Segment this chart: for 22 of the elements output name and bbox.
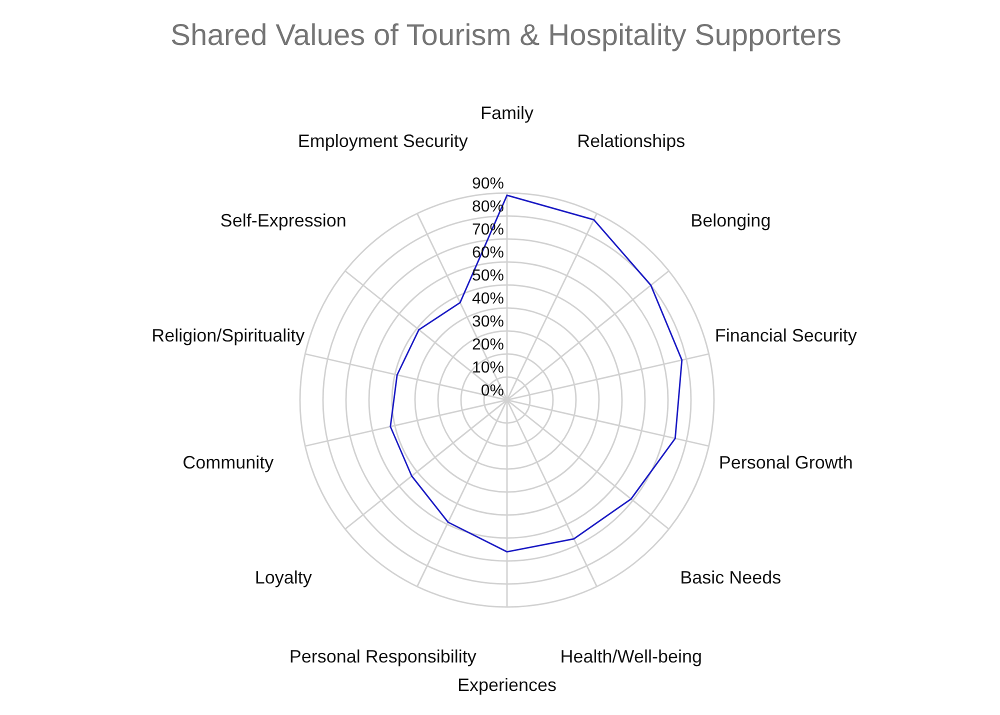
- spoke-label: Experiences: [457, 675, 557, 696]
- y-tick-label: 90%: [472, 175, 504, 192]
- spoke-label: Self-Expression: [220, 210, 346, 231]
- spoke-label: Belonging: [690, 210, 771, 231]
- spoke-label: Relationships: [577, 131, 686, 152]
- y-tick-label: 20%: [472, 336, 504, 354]
- y-tick-label: 50%: [472, 267, 504, 284]
- spoke-label: Loyalty: [254, 567, 312, 588]
- spoke-label: Religion/Spirituality: [152, 325, 305, 346]
- y-tick-label: 10%: [472, 359, 504, 376]
- spoke-label: Basic Needs: [680, 567, 782, 588]
- spoke-label: Employment Security: [298, 131, 468, 152]
- y-tick-label: 0%: [480, 382, 504, 400]
- spoke-label: Family: [480, 102, 534, 123]
- chart-title: Shared Values of Tourism & Hospitality Supporters: [170, 19, 842, 53]
- y-tick-label: 30%: [472, 313, 504, 330]
- spoke-label: Personal Responsibility: [289, 646, 476, 667]
- spoke-label: Health/Well-being: [560, 646, 702, 667]
- spoke-label: Community: [182, 452, 274, 473]
- y-tick-label: 40%: [472, 290, 504, 308]
- spoke-label: Personal Growth: [718, 452, 853, 473]
- spoke-label: Financial Security: [714, 325, 857, 346]
